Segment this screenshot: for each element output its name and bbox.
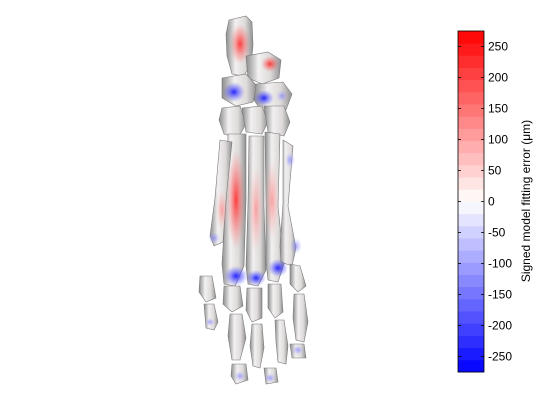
error-patch (249, 166, 263, 254)
colorbar-tick-label: -50 (488, 226, 506, 240)
error-patch (265, 160, 279, 240)
error-patch (292, 345, 304, 355)
colorbar-tick-label: -150 (488, 288, 512, 302)
colorbar-tick-label: -250 (488, 350, 512, 364)
colorbar-tick-label: 250 (488, 40, 508, 54)
error-patch (234, 371, 246, 381)
cuneiform-bone-1 (218, 105, 247, 139)
error-patch (246, 270, 266, 286)
colorbar-bands (458, 31, 484, 373)
colorbar-band (458, 262, 484, 275)
error-patch (223, 82, 245, 102)
distal-phalanx-5 (203, 303, 219, 331)
colorbar-band (458, 286, 484, 300)
colorbar-band (458, 140, 484, 154)
colorbar-tick-label: 100 (488, 133, 508, 147)
colorbar-ticks: -250 -200 -150 -100 -50 0 50 100 150 200 250 (458, 40, 512, 364)
colorbar-label: Signed model fitting error (μm) (519, 120, 533, 282)
error-overlay (205, 24, 304, 383)
colorbar-band (458, 43, 484, 56)
distal-phalanx-3 (274, 319, 289, 365)
error-patch (254, 90, 274, 106)
colorbar-tick-label: 50 (488, 164, 502, 178)
colorbar-band (458, 225, 484, 239)
colorbar-band (458, 189, 484, 202)
colorbar: -250 -200 -150 -100 -50 0 50 100 150 200 250 Signe… (457, 30, 533, 373)
colorbar-tick-label: 150 (488, 102, 508, 116)
colorbar-band (458, 298, 484, 312)
colorbar-band (458, 67, 484, 81)
error-patch (208, 232, 220, 244)
colorbar-band (458, 152, 484, 166)
colorbar-band (458, 164, 484, 178)
error-patch (230, 24, 250, 64)
colorbar-tick-label: -200 (488, 319, 512, 333)
cuneiform-bone-3 (263, 105, 291, 137)
colorbar-band (458, 116, 484, 129)
colorbar-band (458, 238, 484, 251)
error-patch (224, 266, 248, 286)
colorbar-band (458, 104, 484, 117)
distal-phalanx-4 (292, 293, 309, 343)
colorbar-band (458, 213, 484, 227)
error-patch (268, 259, 288, 277)
colorbar-band (458, 55, 484, 68)
colorbar-tick-label: 0 (488, 195, 495, 209)
colorbar-tick-label: 200 (488, 71, 508, 85)
colorbar-band (458, 79, 484, 93)
colorbar-band (458, 323, 484, 336)
phalanx-1 (222, 285, 244, 313)
error-patch (227, 150, 245, 250)
phalanx-2 (245, 287, 263, 323)
colorbar-band (458, 128, 484, 142)
phalanx-3 (267, 283, 284, 319)
error-patch (276, 90, 288, 102)
error-patch (261, 56, 279, 72)
error-patch (290, 238, 302, 254)
error-patch (264, 373, 276, 383)
colorbar-band (458, 274, 484, 288)
error-patch (285, 152, 295, 168)
colorbar-tick-label: -100 (488, 257, 512, 271)
phalanx-5 (198, 275, 217, 303)
colorbar-band (458, 201, 484, 215)
phalanx-4 (289, 263, 307, 293)
cuneiform-bone-2 (241, 105, 269, 135)
error-patch (216, 190, 228, 230)
colorbar-band (458, 311, 484, 324)
colorbar-band (458, 91, 484, 105)
distal-phalanx-2 (249, 323, 265, 369)
colorbar-band (458, 31, 484, 44)
error-patch (205, 318, 215, 326)
distal-phalanx-1 (227, 313, 247, 361)
colorbar-band (458, 347, 484, 361)
colorbar-band (458, 250, 484, 263)
colorbar-band (458, 359, 484, 373)
colorbar-band (458, 177, 484, 190)
colorbar-band (458, 335, 484, 349)
